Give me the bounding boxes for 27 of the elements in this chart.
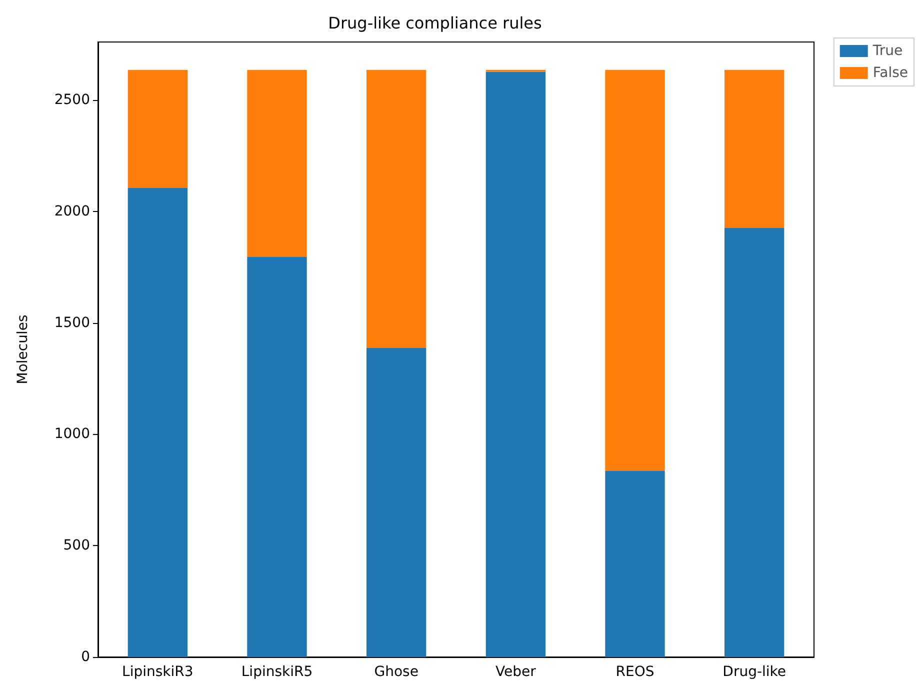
legend-label: False xyxy=(872,65,908,81)
bar xyxy=(366,70,426,348)
y-tick-label: 1000 xyxy=(54,426,90,442)
bar xyxy=(128,188,188,657)
bar xyxy=(724,228,784,657)
y-tick-label: 1500 xyxy=(54,314,90,331)
y-tick-label: 0 xyxy=(81,649,90,665)
bar xyxy=(247,257,307,657)
y-tick-label: 500 xyxy=(63,538,90,554)
x-tick-label: REOS xyxy=(616,664,654,680)
bar xyxy=(366,348,426,657)
bar xyxy=(128,70,188,188)
bar xyxy=(247,70,307,258)
bar xyxy=(605,70,665,471)
legend-label: True xyxy=(872,43,903,59)
x-tick-label: LipinskiR5 xyxy=(241,664,313,680)
y-axis-title: Molecules xyxy=(15,314,31,384)
bar xyxy=(605,470,665,657)
x-tick-label: Veber xyxy=(495,664,536,680)
y-tick-label: 2500 xyxy=(54,92,90,108)
chart-title: Drug-like compliance rules xyxy=(328,14,542,32)
x-tick-label: Drug-like xyxy=(722,664,786,680)
x-tick-label: Ghose xyxy=(374,664,418,680)
bar xyxy=(486,72,546,657)
x-tick-label: LipinskiR3 xyxy=(122,664,194,680)
bar xyxy=(724,70,784,228)
y-tick-label: 2000 xyxy=(54,203,90,220)
